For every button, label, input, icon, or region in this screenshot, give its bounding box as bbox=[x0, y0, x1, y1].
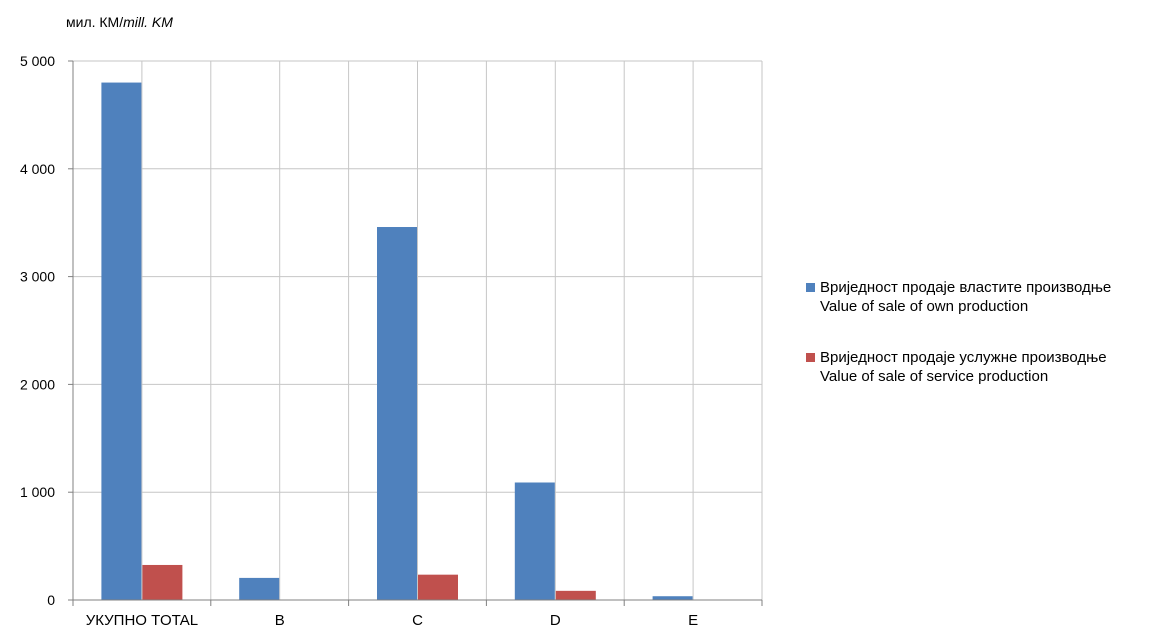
unit-label-main: мил. КМ/ bbox=[66, 14, 124, 30]
x-tick-labels: УКУПНО TOTAL B C D E bbox=[86, 612, 698, 629]
legend-label-own-line1: Вриједност продаје властите производње bbox=[820, 279, 1112, 296]
y-tick-label: 3 000 bbox=[20, 269, 55, 285]
y-tick-label: 1 000 bbox=[20, 484, 55, 500]
legend-label-service-line2: Value of sale of service production bbox=[820, 368, 1049, 385]
unit-label-italic: mill. KM bbox=[123, 14, 173, 30]
x-tick-label: УКУПНО TOTAL bbox=[86, 612, 198, 629]
legend: Вриједност продаје властите производње V… bbox=[806, 278, 1162, 418]
grid-lines bbox=[73, 60, 763, 600]
legend-item-own-production: Вриједност продаје властите производње V… bbox=[806, 278, 1162, 316]
bar-0-0 bbox=[101, 82, 142, 600]
bar-1-3 bbox=[555, 590, 596, 600]
bars bbox=[101, 82, 693, 600]
bar-1-0 bbox=[142, 564, 183, 600]
x-tick-label: B bbox=[275, 612, 285, 629]
y-tick-label: 4 000 bbox=[20, 161, 55, 177]
y-tick-label: 5 000 bbox=[20, 53, 55, 69]
legend-swatch-service-production bbox=[806, 353, 815, 362]
y-tick-labels: 0 1 000 2 000 3 000 4 000 5 000 bbox=[20, 53, 55, 608]
x-tick-label: E bbox=[688, 612, 698, 629]
bar-0-3 bbox=[514, 482, 555, 600]
legend-label-service-line1: Вриједност продаје услужне производње bbox=[820, 349, 1107, 366]
bar-0-2 bbox=[377, 227, 417, 600]
legend-item-service-production: Вриједност продаје услужне производње Va… bbox=[806, 348, 1162, 386]
x-tick-label: C bbox=[412, 612, 423, 629]
y-tick-label: 2 000 bbox=[20, 376, 55, 392]
unit-label: мил. КМ/mill. KM bbox=[66, 14, 173, 30]
legend-label-own-line2: Value of sale of own production bbox=[820, 298, 1029, 315]
axes bbox=[68, 60, 763, 606]
bar-0-4 bbox=[652, 596, 693, 600]
bar-0-1 bbox=[239, 577, 280, 600]
x-tick-label: D bbox=[550, 612, 561, 629]
legend-swatch-own-production bbox=[806, 283, 815, 292]
bar-chart: 0 1 000 2 000 3 000 4 000 5 000 УКУПНО TOTAL B… bbox=[20, 53, 763, 629]
y-tick-label: 0 bbox=[47, 592, 55, 608]
bar-1-2 bbox=[418, 574, 458, 600]
